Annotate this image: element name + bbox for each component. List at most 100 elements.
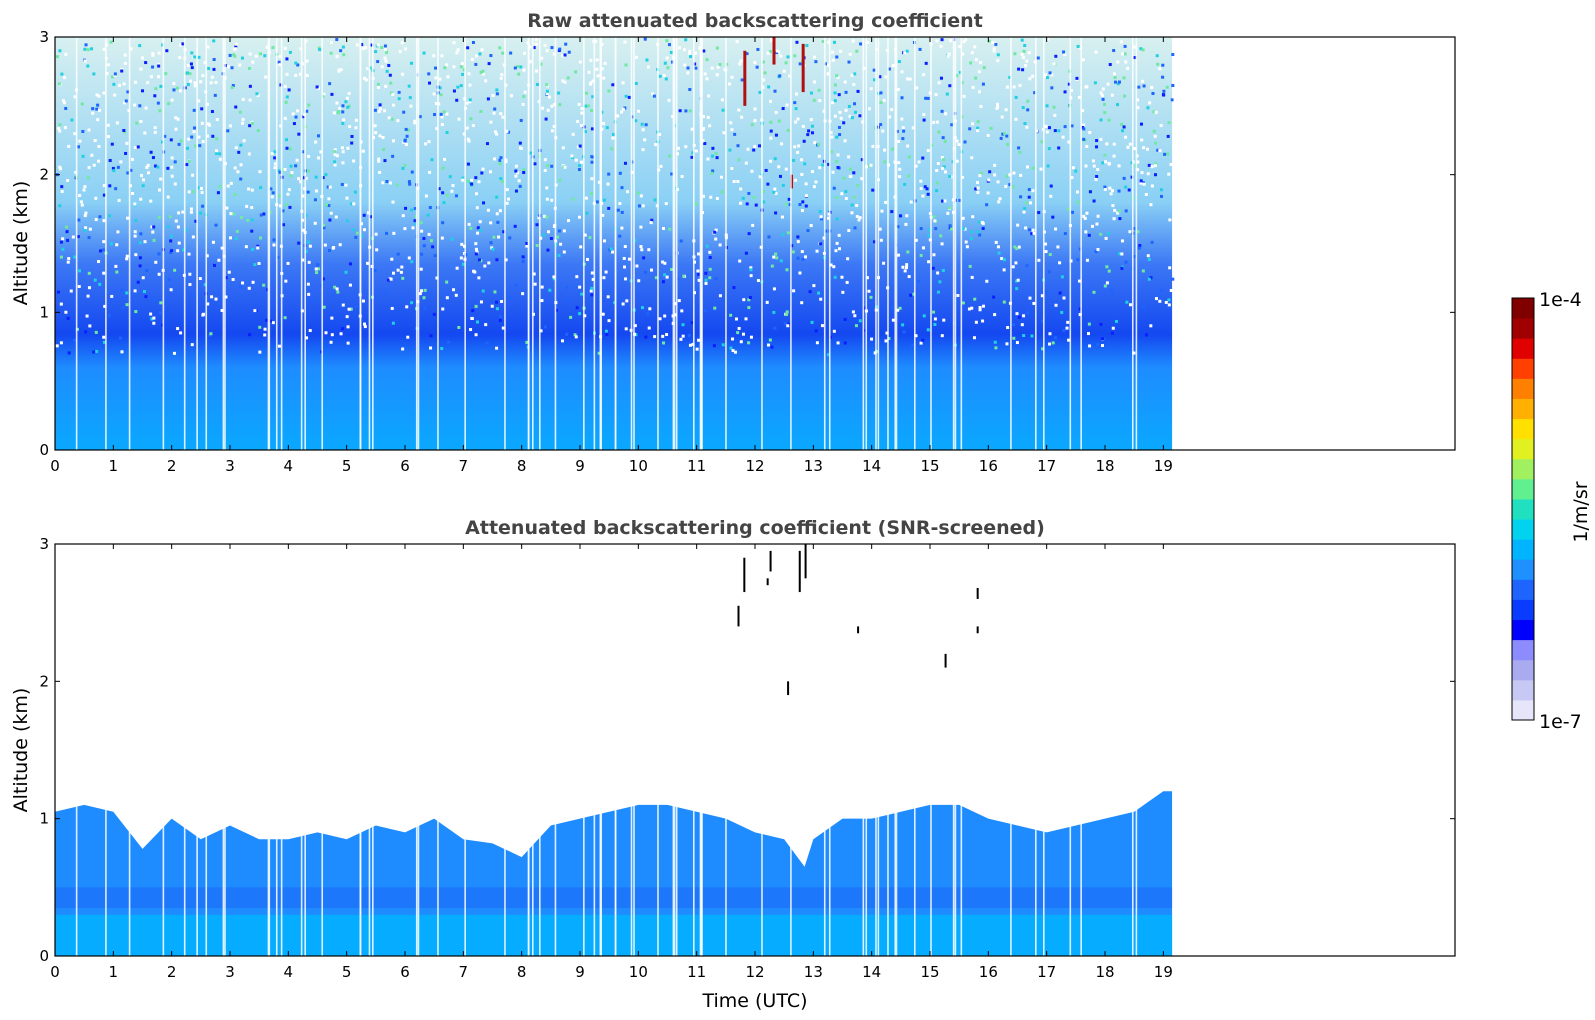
raw-noise-pixel bbox=[78, 139, 82, 143]
raw-noise-pixel bbox=[181, 42, 185, 46]
raw-noise-pixel bbox=[940, 334, 944, 338]
raw-noise-pixel bbox=[57, 126, 61, 130]
raw-noise-pixel bbox=[1018, 83, 1022, 87]
raw-noise-pixel bbox=[1156, 148, 1160, 152]
raw-noise-pixel bbox=[644, 335, 648, 339]
raw-noise-pixel bbox=[247, 152, 251, 156]
raw-noise-pixel bbox=[105, 72, 109, 76]
raw-noise-pixel bbox=[774, 252, 778, 256]
raw-noise-pixel bbox=[1049, 194, 1053, 198]
raw-noise-pixel bbox=[978, 233, 982, 237]
raw-noise-pixel bbox=[200, 121, 204, 125]
raw-noise-pixel bbox=[235, 42, 239, 46]
raw-noise-pixel bbox=[380, 45, 384, 49]
raw-noise-pixel bbox=[481, 69, 485, 73]
raw-noise-pixel bbox=[445, 296, 449, 300]
raw-noise-pixel bbox=[606, 295, 610, 299]
raw-noise-pixel bbox=[354, 304, 358, 308]
raw-noise-pixel bbox=[899, 214, 903, 218]
raw-noise-pixel bbox=[225, 206, 229, 210]
raw-noise-pixel bbox=[550, 104, 554, 108]
raw-noise-pixel bbox=[753, 145, 757, 149]
raw-missing-profile bbox=[895, 37, 898, 450]
cloud-streak bbox=[944, 653, 947, 668]
raw-noise-pixel bbox=[1082, 137, 1086, 141]
raw-noise-pixel bbox=[290, 171, 294, 175]
raw-noise-pixel bbox=[479, 300, 483, 304]
raw-noise-pixel bbox=[941, 136, 945, 140]
raw-noise-pixel bbox=[788, 74, 792, 78]
raw-noise-pixel bbox=[539, 236, 543, 240]
raw-noise-pixel bbox=[748, 296, 752, 300]
screened-missing-profile bbox=[437, 544, 439, 956]
raw-noise-pixel bbox=[255, 92, 259, 96]
raw-noise-pixel bbox=[485, 341, 489, 345]
raw-noise-pixel bbox=[919, 179, 923, 183]
raw-noise-pixel bbox=[786, 324, 790, 328]
raw-noise-pixel bbox=[624, 63, 628, 67]
raw-noise-pixel bbox=[622, 256, 626, 260]
raw-noise-pixel bbox=[239, 177, 243, 181]
raw-noise-pixel bbox=[63, 126, 67, 130]
raw-noise-pixel bbox=[772, 255, 776, 259]
raw-noise-pixel bbox=[1017, 146, 1021, 150]
raw-noise-pixel bbox=[1088, 190, 1092, 194]
raw-noise-pixel bbox=[138, 44, 142, 48]
raw-noise-pixel bbox=[971, 122, 975, 126]
raw-noise-pixel bbox=[1167, 298, 1171, 302]
raw-noise-pixel bbox=[170, 234, 174, 238]
raw-noise-pixel bbox=[501, 326, 505, 330]
raw-noise-pixel bbox=[708, 124, 712, 128]
raw-noise-pixel bbox=[935, 168, 939, 172]
raw-noise-pixel bbox=[304, 176, 308, 180]
raw-noise-pixel bbox=[1012, 323, 1016, 327]
raw-noise-pixel bbox=[571, 132, 575, 136]
raw-noise-pixel bbox=[545, 83, 549, 87]
raw-noise-pixel bbox=[589, 289, 593, 293]
raw-noise-pixel bbox=[335, 101, 339, 105]
raw-noise-pixel bbox=[994, 240, 998, 244]
raw-noise-pixel bbox=[964, 240, 968, 244]
raw-noise-pixel bbox=[712, 344, 716, 348]
raw-noise-pixel bbox=[791, 292, 795, 296]
raw-noise-pixel bbox=[102, 219, 106, 223]
raw-noise-pixel bbox=[212, 39, 216, 43]
raw-noise-pixel bbox=[640, 248, 644, 252]
raw-noise-pixel bbox=[129, 47, 133, 51]
raw-noise-pixel bbox=[107, 135, 111, 139]
raw-noise-pixel bbox=[647, 248, 651, 252]
raw-noise-pixel bbox=[578, 285, 582, 289]
raw-noise-pixel bbox=[937, 81, 941, 85]
raw-noise-pixel bbox=[922, 113, 926, 117]
raw-noise-pixel bbox=[728, 82, 732, 86]
raw-noise-pixel bbox=[1013, 245, 1017, 249]
raw-noise-pixel bbox=[590, 108, 594, 112]
raw-missing-profile bbox=[600, 37, 603, 450]
raw-noise-pixel bbox=[218, 185, 222, 189]
raw-noise-pixel bbox=[1027, 195, 1031, 199]
raw-noise-pixel bbox=[993, 163, 997, 167]
raw-noise-pixel bbox=[1046, 37, 1050, 41]
raw-noise-pixel bbox=[210, 75, 214, 79]
raw-noise-pixel bbox=[430, 158, 434, 162]
raw-noise-pixel bbox=[193, 144, 197, 148]
raw-noise-pixel bbox=[1078, 279, 1082, 283]
raw-missing-profile bbox=[599, 37, 602, 450]
raw-noise-pixel bbox=[819, 297, 823, 301]
raw-noise-pixel bbox=[1000, 257, 1004, 261]
raw-noise-pixel bbox=[718, 243, 722, 247]
raw-noise-pixel bbox=[955, 74, 959, 78]
raw-noise-pixel bbox=[346, 146, 350, 150]
raw-noise-pixel bbox=[433, 113, 437, 117]
raw-noise-pixel bbox=[1091, 159, 1095, 163]
raw-x-tick-label: 11 bbox=[687, 457, 706, 475]
raw-noise-pixel bbox=[1051, 215, 1055, 219]
raw-x-tick-label: 15 bbox=[920, 457, 939, 475]
raw-noise-pixel bbox=[1057, 146, 1061, 150]
raw-noise-pixel bbox=[694, 51, 698, 55]
raw-noise-pixel bbox=[691, 151, 695, 155]
raw-noise-pixel bbox=[958, 70, 962, 74]
raw-noise-pixel bbox=[218, 157, 222, 161]
raw-noise-pixel bbox=[297, 241, 301, 245]
colorbar-swatches bbox=[1512, 298, 1534, 721]
